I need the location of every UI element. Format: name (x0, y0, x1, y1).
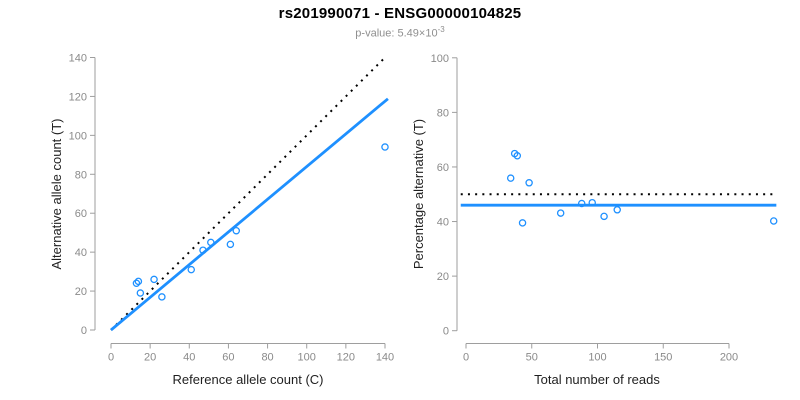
data-point (577, 199, 586, 208)
y-tick-label: 80 (75, 169, 87, 181)
data-point (525, 179, 533, 187)
data-point (207, 238, 215, 247)
y-tick-label: 140 (69, 53, 87, 65)
x-tick-label: 100 (298, 352, 316, 364)
x-tick-label: 140 (376, 352, 394, 364)
figure-title: rs201990071 - ENSG00000104825 (278, 5, 522, 22)
y-tick-label: 60 (75, 208, 87, 220)
data-point (513, 152, 522, 160)
x-tick-label: 0 (108, 352, 114, 364)
figure-subtitle: p-value: 5.49×10-3 (0, 25, 800, 40)
x-tick-label: 50 (526, 352, 538, 364)
y-tick-label: 40 (437, 217, 449, 229)
y-tick-label: 20 (75, 286, 87, 298)
x-tick-label: 60 (222, 352, 234, 364)
x-tick-label: 40 (183, 352, 195, 364)
pvalue-label: p-value: (355, 27, 398, 40)
data-point (556, 209, 565, 217)
y-tick-label: 20 (437, 271, 449, 283)
x-tick-label: 80 (261, 352, 273, 364)
y-tick-label: 100 (431, 53, 449, 65)
identity-line (110, 56, 386, 331)
data-point (588, 198, 596, 207)
data-point (226, 240, 235, 249)
y-axis-title-left: Alternative allele count (T) (49, 118, 64, 270)
regression-line (110, 97, 389, 332)
y-tick-label: 0 (443, 326, 449, 338)
data-point (150, 275, 158, 284)
data-point (613, 206, 621, 214)
pvalue-exponent: -3 (437, 25, 445, 34)
x-tick-label: 120 (337, 352, 355, 364)
y-tick-label: 60 (437, 162, 449, 174)
y-tick-label: 80 (437, 107, 449, 119)
y-tick-label: 40 (75, 247, 87, 259)
x-axis-title-left: Reference allele count (C) (172, 372, 324, 387)
pvalue-value: 5.49×10 (397, 27, 438, 40)
y-tick-label: 120 (69, 91, 87, 103)
x-tick-label: 200 (720, 352, 738, 364)
x-axis-title-right: Total number of reads (534, 372, 660, 387)
x-tick-label: 0 (463, 352, 469, 364)
x-tick-label: 20 (144, 352, 156, 364)
y-tick-label: 0 (81, 325, 87, 337)
x-tick-label: 150 (654, 352, 672, 364)
data-point (136, 289, 145, 297)
x-tick-label: 100 (588, 352, 606, 364)
y-axis-title-right: Percentage alternative (T) (411, 118, 426, 270)
y-tick-label: 100 (69, 130, 87, 142)
data-point (600, 212, 608, 221)
data-point (506, 174, 515, 182)
data-point (132, 279, 141, 288)
data-point (769, 217, 778, 225)
data-point (518, 219, 527, 227)
data-point (158, 293, 166, 301)
data-point (134, 277, 143, 286)
data-point (232, 226, 241, 235)
data-point (187, 265, 195, 274)
data-point (381, 143, 389, 151)
data-point (199, 246, 207, 254)
